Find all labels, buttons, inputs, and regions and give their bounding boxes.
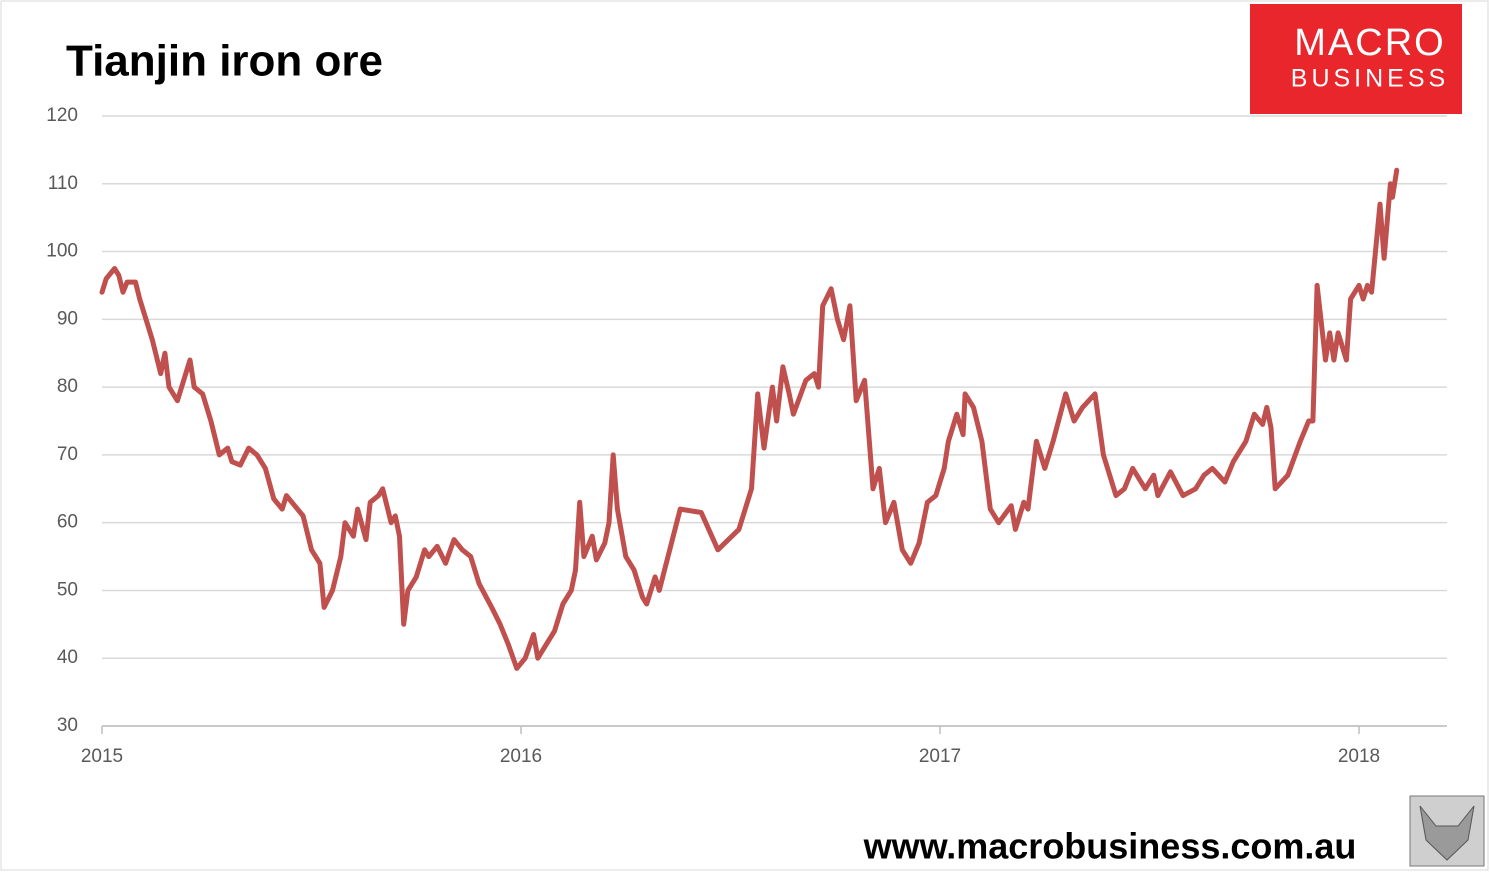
y-tick-label: 50 — [57, 579, 78, 600]
x-tick-label: 2018 — [1338, 746, 1380, 767]
logo-text: MACRO — [1294, 22, 1445, 64]
data-line — [99, 167, 1400, 671]
y-tick-label: 70 — [57, 444, 78, 465]
x-tick-label: 2015 — [81, 746, 123, 767]
y-tick-label: 120 — [46, 105, 78, 126]
y-tick-label: 100 — [46, 241, 78, 262]
website: www.macrobusiness.com.au — [863, 826, 1357, 867]
chart-title: Tianjin iron ore — [66, 37, 383, 86]
y-tick-label: 30 — [57, 715, 78, 736]
fox-icon-shape — [1419, 805, 1475, 861]
logo-box — [1250, 4, 1462, 114]
y-tick-label: 110 — [48, 173, 78, 194]
logo-text: BUSINESS — [1291, 65, 1449, 93]
y-tick-label: 40 — [57, 647, 78, 668]
x-tick-label: 2016 — [500, 746, 542, 767]
x-tick-label: 2017 — [919, 746, 961, 767]
y-tick-label: 90 — [57, 308, 78, 329]
y-tick-label: 80 — [57, 376, 78, 397]
y-tick-label: 60 — [57, 512, 78, 533]
